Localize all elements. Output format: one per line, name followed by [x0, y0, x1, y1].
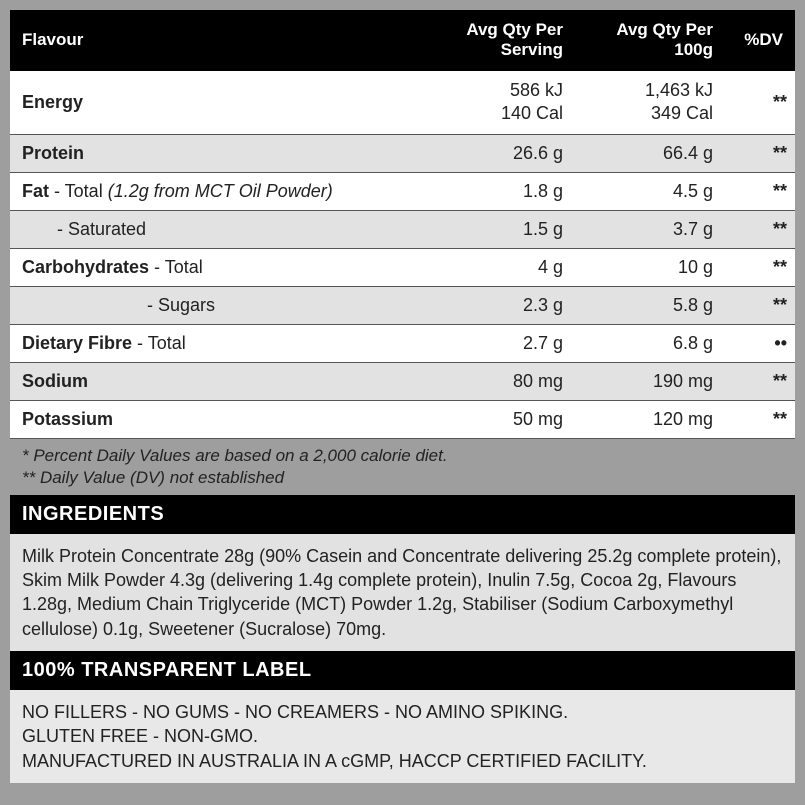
- nutrition-table: Flavour Avg Qty Per Serving Avg Qty Per …: [10, 10, 795, 439]
- header-per100g: Avg Qty Per 100g: [575, 10, 725, 71]
- table-header-row: Flavour Avg Qty Per Serving Avg Qty Per …: [10, 10, 795, 71]
- dv-value: ••: [725, 324, 795, 362]
- table-row: Energy586 kJ140 Cal1,463 kJ349 Cal**: [10, 71, 795, 134]
- per-serving-value: 4 g: [425, 248, 575, 286]
- nutrient-label: Energy: [10, 71, 425, 134]
- transparent-line-3: MANUFACTURED IN AUSTRALIA IN A cGMP, HAC…: [22, 749, 783, 773]
- table-row: Protein26.6 g66.4 g**: [10, 134, 795, 172]
- dv-value: **: [725, 286, 795, 324]
- table-row: Carbohydrates - Total4 g10 g**: [10, 248, 795, 286]
- nutrient-label: Fat - Total (1.2g from MCT Oil Powder): [10, 172, 425, 210]
- per-serving-value: 50 mg: [425, 400, 575, 438]
- nutrition-panel: Flavour Avg Qty Per Serving Avg Qty Per …: [0, 0, 805, 783]
- table-row: Fat - Total (1.2g from MCT Oil Powder)1.…: [10, 172, 795, 210]
- per-serving-value: 80 mg: [425, 362, 575, 400]
- per-100g-value: 3.7 g: [575, 210, 725, 248]
- header-flavour: Flavour: [10, 10, 425, 71]
- ingredients-body: Milk Protein Concentrate 28g (90% Casein…: [10, 534, 795, 651]
- dv-value: **: [725, 362, 795, 400]
- transparent-line-1: NO FILLERS - NO GUMS - NO CREAMERS - NO …: [22, 700, 783, 724]
- footnote-block: * Percent Daily Values are based on a 2,…: [10, 439, 795, 495]
- nutrient-label: Carbohydrates - Total: [10, 248, 425, 286]
- dv-value: **: [725, 400, 795, 438]
- table-row: Sodium80 mg190 mg**: [10, 362, 795, 400]
- per-serving-value: 1.5 g: [425, 210, 575, 248]
- dv-value: **: [725, 210, 795, 248]
- table-row: - Saturated1.5 g3.7 g**: [10, 210, 795, 248]
- per-100g-value: 10 g: [575, 248, 725, 286]
- nutrient-label: Protein: [10, 134, 425, 172]
- per-serving-value: 586 kJ140 Cal: [425, 71, 575, 134]
- transparent-line-2: GLUTEN FREE - NON-GMO.: [22, 724, 783, 748]
- dv-value: **: [725, 71, 795, 134]
- nutrient-label: Sodium: [10, 362, 425, 400]
- per-serving-value: 2.3 g: [425, 286, 575, 324]
- per-100g-value: 66.4 g: [575, 134, 725, 172]
- header-dv: %DV: [725, 10, 795, 71]
- transparent-header: 100% TRANSPARENT LABEL: [10, 651, 795, 690]
- per-serving-value: 1.8 g: [425, 172, 575, 210]
- dv-value: **: [725, 172, 795, 210]
- per-serving-value: 26.6 g: [425, 134, 575, 172]
- header-serving: Avg Qty Per Serving: [425, 10, 575, 71]
- nutrient-label: Dietary Fibre - Total: [10, 324, 425, 362]
- per-100g-value: 4.5 g: [575, 172, 725, 210]
- transparent-body: NO FILLERS - NO GUMS - NO CREAMERS - NO …: [10, 690, 795, 783]
- table-row: Dietary Fibre - Total2.7 g6.8 g••: [10, 324, 795, 362]
- table-row: Potassium50 mg120 mg**: [10, 400, 795, 438]
- footnote-line-2: ** Daily Value (DV) not established: [22, 467, 783, 489]
- per-100g-value: 120 mg: [575, 400, 725, 438]
- table-row: - Sugars2.3 g5.8 g**: [10, 286, 795, 324]
- per-100g-value: 5.8 g: [575, 286, 725, 324]
- dv-value: **: [725, 134, 795, 172]
- footnote-line-1: * Percent Daily Values are based on a 2,…: [22, 445, 783, 467]
- nutrient-label: Potassium: [10, 400, 425, 438]
- per-serving-value: 2.7 g: [425, 324, 575, 362]
- dv-value: **: [725, 248, 795, 286]
- nutrient-label: - Sugars: [10, 286, 425, 324]
- nutrient-label: - Saturated: [10, 210, 425, 248]
- per-100g-value: 6.8 g: [575, 324, 725, 362]
- per-100g-value: 190 mg: [575, 362, 725, 400]
- ingredients-header: INGREDIENTS: [10, 495, 795, 534]
- per-100g-value: 1,463 kJ349 Cal: [575, 71, 725, 134]
